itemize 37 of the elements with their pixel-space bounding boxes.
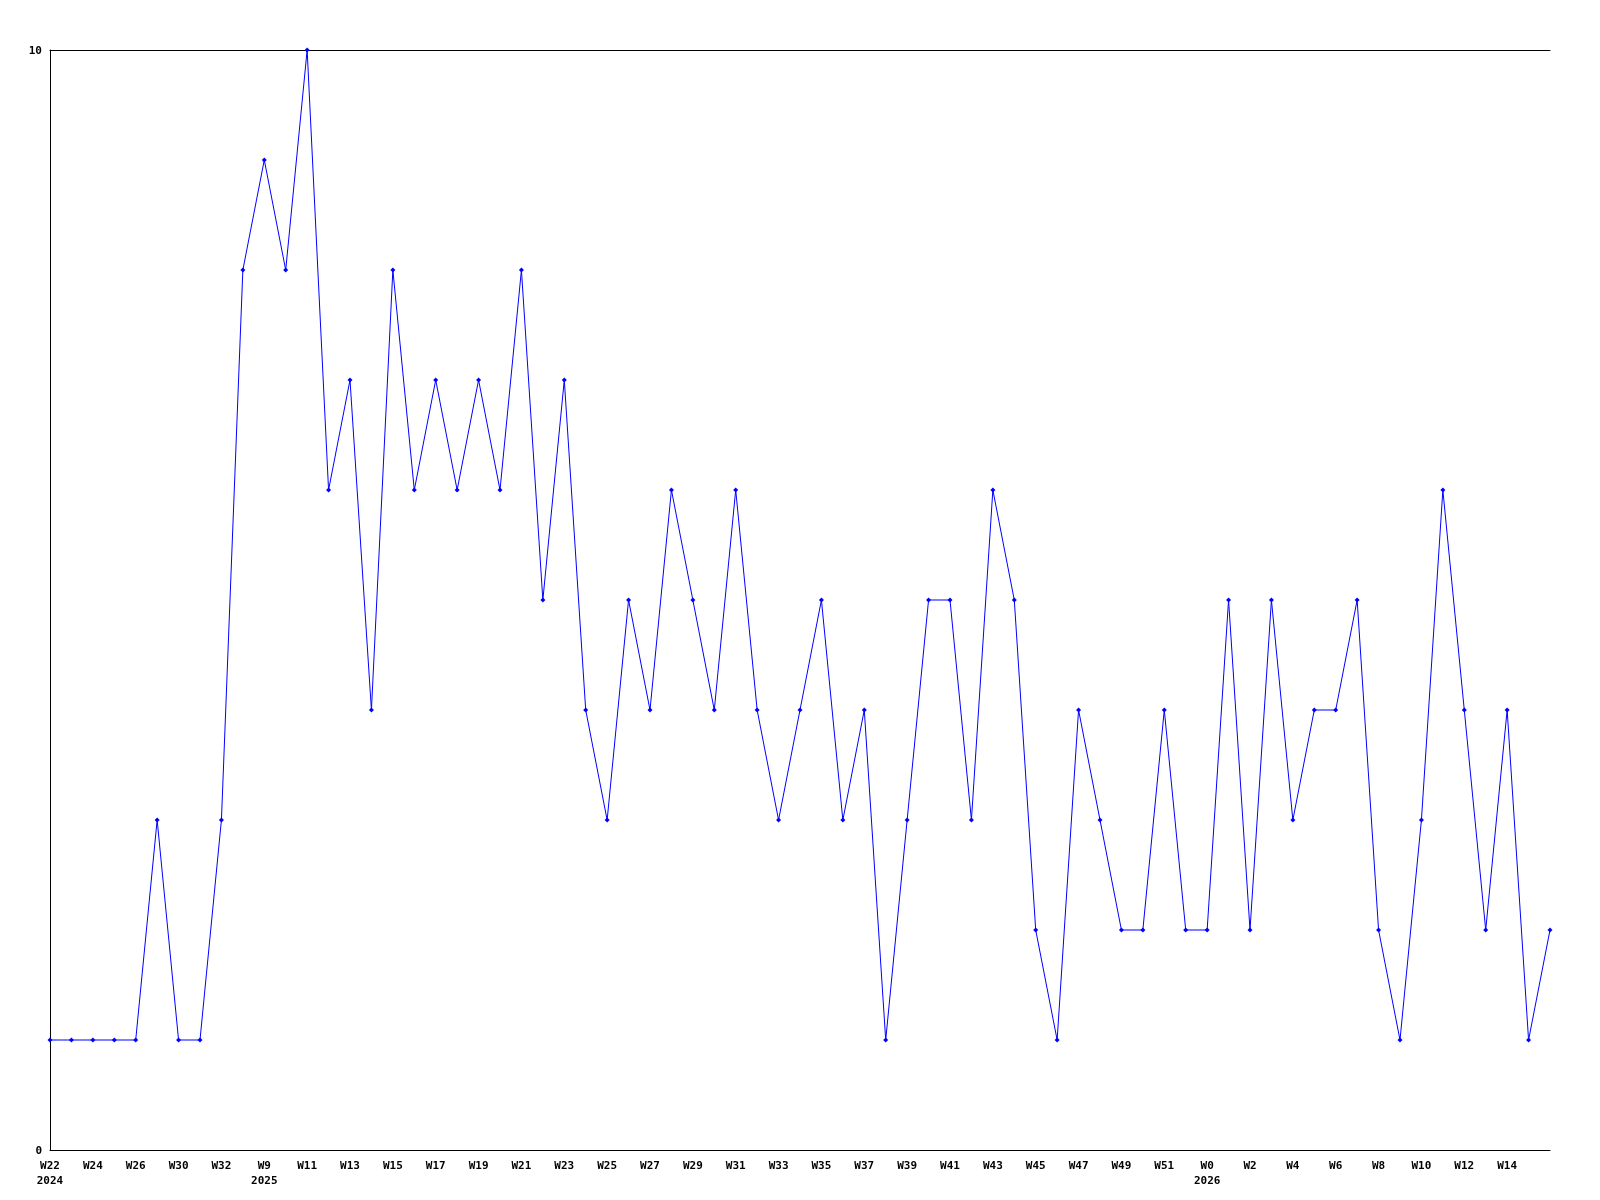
x-tick-label: W21 (511, 1159, 532, 1172)
x-tick-label: W9 2025 (251, 1159, 278, 1187)
x-tick-label: W39 (897, 1159, 918, 1172)
x-tick-label: W17 (425, 1159, 446, 1172)
x-tick-label: W15 (382, 1159, 403, 1172)
x-tick-label: W14 (1497, 1159, 1518, 1172)
y-tick-label: 0 (35, 1143, 42, 1157)
x-tick-label: W30 (168, 1159, 189, 1172)
x-tick-label: W26 (125, 1159, 147, 1172)
x-tick-label: W29 (682, 1159, 703, 1172)
y-tick-label: 10 (28, 43, 42, 57)
x-tick-label: W33 (768, 1159, 789, 1172)
x-tick-label: W47 (1068, 1159, 1089, 1172)
x-tick-label: W22 2024 (36, 1159, 64, 1187)
x-tick-label: W51 (1154, 1159, 1175, 1172)
x-tick-label: W27 (640, 1159, 660, 1172)
x-tick-label: W37 (854, 1159, 875, 1172)
x-tick-label: W25 (597, 1159, 618, 1172)
x-tick-label: W0 2026 (1193, 1159, 1221, 1187)
x-tick-label: W11 (297, 1159, 318, 1172)
x-tick-label: W23 (554, 1159, 575, 1172)
x-tick-label: W10 (1411, 1159, 1432, 1172)
x-tick-label: W41 (940, 1159, 961, 1172)
x-tick-label: W49 (1111, 1159, 1132, 1172)
x-tick-label: W13 (340, 1159, 360, 1172)
x-tick-label: W8 (1371, 1159, 1386, 1172)
x-tick-label: W31 (725, 1159, 747, 1172)
x-tick-label: W2 (1243, 1159, 1257, 1172)
x-tick-label: W32 (211, 1159, 232, 1172)
x-tick-label: W6 (1329, 1159, 1343, 1172)
x-tick-label: W45 (1025, 1159, 1046, 1172)
x-tick-label: W35 (811, 1159, 832, 1172)
x-tick-label: W4 (1286, 1159, 1300, 1172)
x-tick-label: W43 (982, 1159, 1003, 1172)
x-tick-label: W12 (1454, 1159, 1475, 1172)
x-tick-label: W19 (468, 1159, 489, 1172)
x-tick-label: W24 (82, 1159, 104, 1172)
